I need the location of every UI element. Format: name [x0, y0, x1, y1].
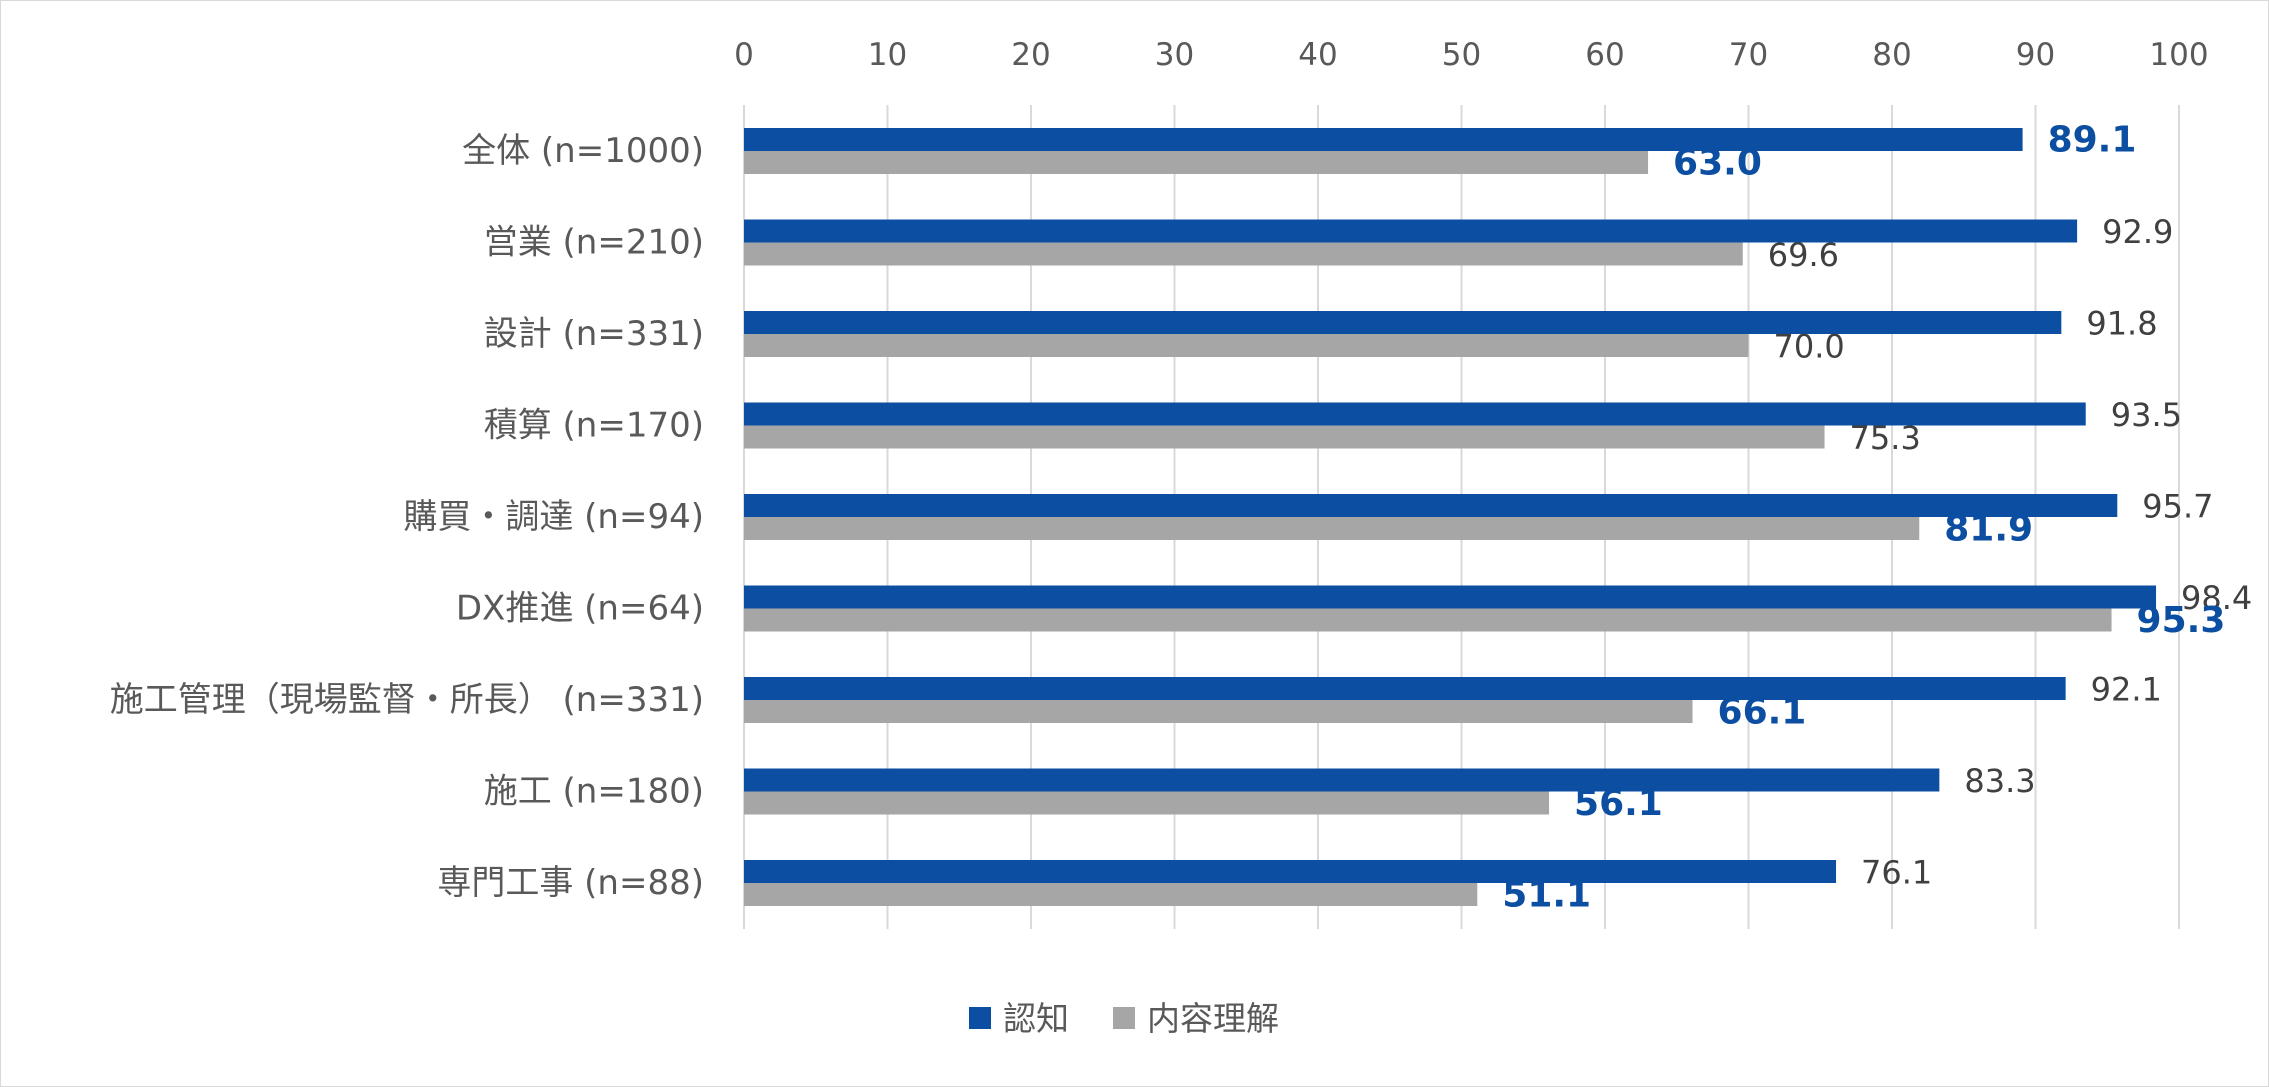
category-label: 積算 (n=170)	[484, 406, 704, 446]
bar-awareness	[744, 585, 2157, 609]
data-label: 76.1	[1861, 854, 1932, 892]
x-tick-label: 90	[2016, 37, 2055, 73]
category-label: 施工 (n=180)	[484, 772, 704, 812]
bar-understanding	[744, 700, 1693, 723]
bar-awareness	[744, 494, 2118, 517]
x-tick-label: 60	[1585, 37, 1624, 73]
data-label: 95.3	[2137, 600, 2226, 641]
category-labels: 全体 (n=1000) 営業 (n=210) 設計 (n=331) 積算 (n=170…	[110, 131, 704, 903]
legend-label: 認知	[1003, 999, 1069, 1038]
data-label: 91.8	[2086, 305, 2157, 343]
category-label: DX推進 (n=64)	[456, 589, 704, 629]
bar-understanding	[744, 883, 1478, 906]
data-label: 92.1	[2091, 671, 2162, 709]
bar-understanding	[744, 242, 1743, 266]
bar-understanding	[744, 151, 1649, 174]
data-label: 92.9	[2102, 213, 2173, 251]
data-label: 95.7	[2142, 488, 2213, 526]
data-label: 63.0	[1673, 143, 1762, 184]
data-labels: 89.1 63.0 92.9 69.6 91.8 70.0 93.5 75.3 95.7 81.9…	[1502, 120, 2252, 916]
legend: 認知 内容理解	[969, 999, 1279, 1038]
bar-awareness	[744, 311, 2062, 334]
legend-label: 内容理解	[1147, 999, 1279, 1038]
x-tick-label: 10	[868, 37, 907, 73]
category-label: 全体 (n=1000)	[462, 131, 704, 171]
x-axis-ticks: 0 10 20 30 40 50 60 70 80 90 100	[734, 37, 2208, 73]
category-label: 設計 (n=331)	[484, 314, 704, 354]
bar-awareness	[744, 128, 2023, 151]
bar-understanding	[744, 608, 2112, 632]
category-label: 専門工事 (n=88)	[437, 863, 704, 903]
bar-understanding	[744, 334, 1749, 357]
bars	[744, 128, 2157, 906]
data-label: 81.9	[1944, 509, 2033, 550]
category-label: 営業 (n=210)	[484, 223, 704, 263]
x-tick-label: 100	[2149, 37, 2208, 73]
data-label: 83.3	[1964, 762, 2035, 800]
legend-swatch	[969, 1007, 991, 1029]
x-tick-label: 80	[1872, 37, 1911, 73]
data-label: 69.6	[1768, 236, 1839, 274]
bar-understanding	[744, 425, 1825, 449]
bar-awareness	[744, 768, 1940, 792]
data-label: 75.3	[1850, 419, 1921, 457]
data-label: 89.1	[2048, 120, 2137, 161]
data-label: 70.0	[1774, 328, 1845, 366]
bar-awareness	[744, 860, 1837, 883]
x-tick-label: 20	[1011, 37, 1050, 73]
category-label: 購買・調達 (n=94)	[403, 497, 704, 537]
bar-awareness	[744, 677, 2066, 700]
bar-awareness	[744, 402, 2086, 426]
x-tick-label: 0	[734, 37, 754, 73]
bar-understanding	[744, 517, 1920, 540]
x-tick-label: 30	[1155, 37, 1194, 73]
data-label: 98.4	[2181, 579, 2252, 617]
data-label: 93.5	[2111, 396, 2182, 434]
x-tick-label: 40	[1298, 37, 1337, 73]
bar-awareness	[744, 219, 2078, 243]
x-tick-label: 50	[1442, 37, 1481, 73]
category-label: 施工管理（現場監督・所長） (n=331)	[110, 680, 704, 720]
data-label: 56.1	[1574, 783, 1663, 824]
x-tick-label: 70	[1729, 37, 1768, 73]
data-label: 66.1	[1718, 692, 1807, 733]
bar-understanding	[744, 791, 1550, 815]
legend-swatch	[1113, 1007, 1135, 1029]
data-label: 51.1	[1502, 875, 1591, 916]
